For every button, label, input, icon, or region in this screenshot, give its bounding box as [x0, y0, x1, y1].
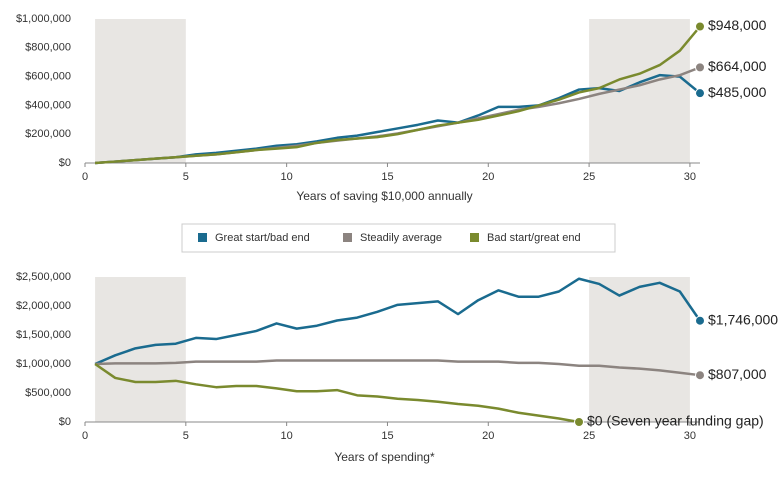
y-tick-label: $600,000	[25, 71, 71, 83]
shaded-region	[589, 19, 690, 163]
end-marker	[695, 370, 705, 381]
legend-box	[181, 223, 616, 253]
y-tick-label: $1,500,000	[16, 329, 71, 341]
legend-label: Great start/bad end	[215, 232, 310, 244]
x-tick-label: 25	[583, 171, 595, 183]
x-tick-label: 0	[82, 430, 88, 442]
y-tick-label: $1,000,000	[16, 13, 71, 25]
x-tick-label: 30	[684, 430, 696, 442]
x-tick-label: 5	[183, 171, 189, 183]
end-label: $664,000	[708, 58, 767, 74]
legend-swatch	[470, 233, 479, 242]
legend-label: Bad start/great end	[487, 232, 581, 244]
y-tick-label: $2,000,000	[16, 300, 71, 312]
series-line	[94, 362, 580, 424]
end-marker	[695, 88, 705, 99]
x-tick-label: 10	[281, 430, 293, 442]
end-label: $0 (Seven year funding gap)	[587, 413, 764, 429]
x-tick-label: 20	[482, 430, 494, 442]
y-tick-label: $0	[59, 157, 71, 169]
end-label: $485,000	[708, 84, 767, 100]
y-tick-label: $200,000	[25, 128, 71, 140]
x-axis-label: Years of spending*	[334, 450, 435, 464]
x-tick-label: 5	[183, 430, 189, 442]
y-tick-label: $2,500,000	[16, 271, 71, 283]
x-tick-label: 15	[381, 171, 393, 183]
end-label: $1,746,000	[708, 311, 778, 327]
end-label: $807,000	[708, 366, 767, 382]
x-tick-label: 10	[281, 171, 293, 183]
x-tick-label: 20	[482, 171, 494, 183]
y-tick-label: $800,000	[25, 42, 71, 54]
x-tick-label: 15	[381, 430, 393, 442]
legend-label: Steadily average	[360, 232, 442, 244]
end-marker	[695, 315, 705, 326]
y-tick-label: $1,000,000	[16, 358, 71, 370]
legend-swatch	[198, 233, 207, 242]
x-tick-label: 25	[583, 430, 595, 442]
end-marker	[574, 417, 585, 427]
legend-swatch	[343, 233, 352, 242]
y-tick-label: $500,000	[25, 387, 71, 399]
series-line	[95, 359, 701, 377]
shaded-region	[589, 277, 690, 422]
x-tick-label: 30	[684, 171, 696, 183]
x-axis-label: Years of saving $10,000 annually	[296, 189, 472, 203]
series-line	[94, 277, 702, 366]
y-tick-label: $0	[59, 416, 71, 428]
series-line	[94, 25, 701, 165]
shaded-region	[95, 277, 186, 422]
shaded-region	[95, 19, 186, 163]
end-label: $948,000	[708, 17, 767, 33]
end-marker	[695, 62, 705, 73]
end-marker	[695, 21, 705, 32]
y-tick-label: $400,000	[25, 99, 71, 111]
x-tick-label: 0	[82, 171, 88, 183]
